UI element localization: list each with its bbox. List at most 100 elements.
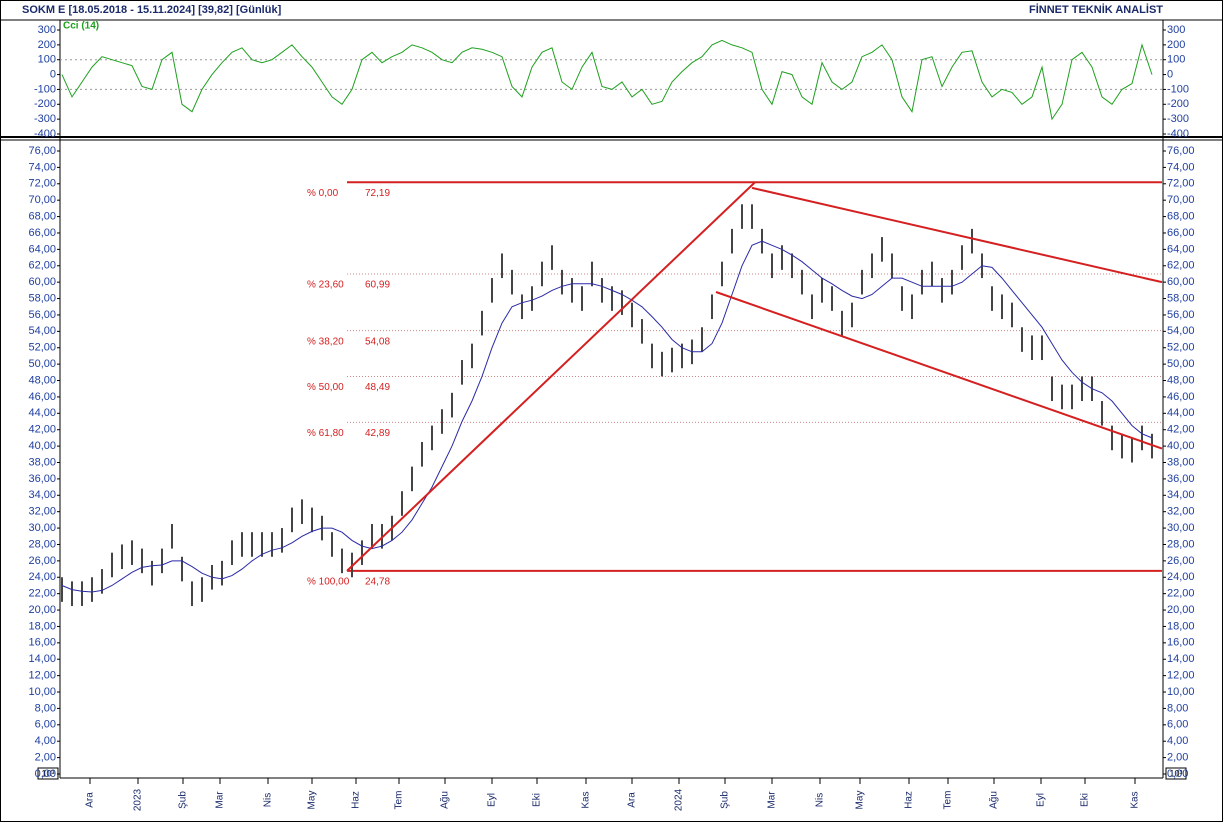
y-tick-label-right: 76,00: [1167, 145, 1195, 157]
y-tick-label-right: -400: [1167, 128, 1189, 140]
y-tick-label-right: 18,00: [1167, 620, 1195, 632]
x-tick-label: Tem: [943, 791, 954, 810]
y-tick-label: -200: [34, 98, 56, 110]
fib-value: 42,89: [365, 428, 390, 439]
y-tick-label: 32,00: [28, 506, 56, 518]
trend-line: [346, 181, 756, 572]
y-tick-label-right: 38,00: [1167, 456, 1195, 468]
fib-name: % 50,00: [307, 382, 344, 393]
y-tick-label-right: 56,00: [1167, 309, 1195, 321]
x-tick-label: Kas: [581, 791, 592, 808]
x-tick-label: Şub: [178, 791, 189, 809]
y-tick-label: 10,00: [28, 686, 56, 698]
x-tick-label: Nis: [815, 793, 826, 807]
y-tick-label: -400: [34, 128, 56, 140]
y-tick-label: 0,00: [35, 768, 56, 780]
scale-label: 10³: [1169, 768, 1182, 778]
y-tick-label-right: 62,00: [1167, 260, 1195, 272]
y-tick-label: 16,00: [28, 637, 56, 649]
x-tick-label: Ara: [627, 792, 638, 808]
x-tick-label: Ağu: [440, 791, 451, 809]
x-tick-label: Haz: [904, 791, 915, 809]
trend-line: [715, 291, 1163, 450]
x-tick-label: Haz: [351, 791, 362, 809]
fib-name: % 38,20: [307, 336, 344, 347]
x-tick-label: Eyl: [487, 793, 498, 807]
x-tick-label: May: [307, 791, 318, 810]
y-tick-label-right: 0: [1167, 68, 1173, 80]
y-tick-label-right: 64,00: [1167, 243, 1195, 255]
x-tick-label: Eyl: [1036, 793, 1047, 807]
y-tick-label: 100: [38, 54, 56, 66]
x-tick-label: Ağu: [989, 791, 1000, 809]
y-tick-label-right: 28,00: [1167, 538, 1195, 550]
fib-value: 72,19: [365, 188, 390, 199]
y-tick-label: 72,00: [28, 178, 56, 190]
y-tick-label: 58,00: [28, 292, 56, 304]
y-tick-label: 48,00: [28, 374, 56, 386]
y-tick-label-right: 72,00: [1167, 178, 1195, 190]
y-tick-label: 300: [38, 24, 56, 36]
y-tick-label: 200: [38, 39, 56, 51]
fib-value: 54,08: [365, 336, 390, 347]
fib-value: 24,78: [365, 577, 390, 588]
x-tick-label: Tem: [394, 791, 405, 810]
y-tick-label: 30,00: [28, 522, 56, 534]
scale-label: 10³: [41, 768, 54, 778]
y-tick-label: 36,00: [28, 473, 56, 485]
x-tick-label: Nis: [263, 793, 274, 807]
y-tick-label: 70,00: [28, 194, 56, 206]
y-tick-label-right: 30,00: [1167, 522, 1195, 534]
y-tick-label: 52,00: [28, 342, 56, 354]
y-tick-label: 56,00: [28, 309, 56, 321]
x-tick-label: May: [855, 791, 866, 810]
x-tick-label: Eki: [1080, 793, 1091, 807]
y-tick-label: 46,00: [28, 391, 56, 403]
y-tick-label: 22,00: [28, 588, 56, 600]
y-tick-label: 14,00: [28, 653, 56, 665]
y-tick-label: -300: [34, 113, 56, 125]
y-tick-label-right: 44,00: [1167, 407, 1195, 419]
y-tick-label: 28,00: [28, 538, 56, 550]
y-tick-label: 0: [50, 68, 56, 80]
y-tick-label-right: 36,00: [1167, 473, 1195, 485]
y-tick-label-right: 48,00: [1167, 374, 1195, 386]
y-tick-label: 60,00: [28, 276, 56, 288]
y-tick-label: 50,00: [28, 358, 56, 370]
y-tick-label: 26,00: [28, 555, 56, 567]
x-tick-label: Mar: [215, 791, 226, 809]
y-tick-label-right: 20,00: [1167, 604, 1195, 616]
y-tick-label-right: -200: [1167, 98, 1189, 110]
y-tick-label-right: 300: [1167, 24, 1185, 36]
y-tick-label-right: -300: [1167, 113, 1189, 125]
y-tick-label: 2,00: [35, 752, 56, 764]
y-tick-label-right: 70,00: [1167, 194, 1195, 206]
x-tick-label: Eki: [532, 793, 543, 807]
fib-name: % 23,60: [307, 280, 344, 291]
y-tick-label-right: 22,00: [1167, 588, 1195, 600]
y-tick-label-right: 46,00: [1167, 391, 1195, 403]
y-tick-label-right: 26,00: [1167, 555, 1195, 567]
trend-line: [751, 186, 1163, 284]
y-tick-label: 44,00: [28, 407, 56, 419]
legend-label: Cci (14): [63, 21, 99, 32]
y-tick-label-right: 50,00: [1167, 358, 1195, 370]
chart-title: SOKM E [18.05.2018 - 15.11.2024] [39,82]…: [22, 4, 282, 16]
y-tick-label: 18,00: [28, 620, 56, 632]
y-tick-label: 34,00: [28, 489, 56, 501]
y-tick-label-right: 74,00: [1167, 161, 1195, 173]
y-tick-label-right: 54,00: [1167, 325, 1195, 337]
y-tick-label: 68,00: [28, 210, 56, 222]
brand: FİNNET TEKNİK ANALİST: [1029, 3, 1163, 16]
y-tick-label: 42,00: [28, 424, 56, 436]
moving-average: [61, 240, 1153, 593]
fib-value: 48,49: [365, 382, 390, 393]
y-tick-label-right: 24,00: [1167, 571, 1195, 583]
y-tick-label-right: 58,00: [1167, 292, 1195, 304]
y-tick-label: 62,00: [28, 260, 56, 272]
y-tick-label-right: 2,00: [1167, 752, 1188, 764]
y-tick-label: 54,00: [28, 325, 56, 337]
y-tick-label: 20,00: [28, 604, 56, 616]
fib-name: % 100,00: [307, 577, 350, 588]
